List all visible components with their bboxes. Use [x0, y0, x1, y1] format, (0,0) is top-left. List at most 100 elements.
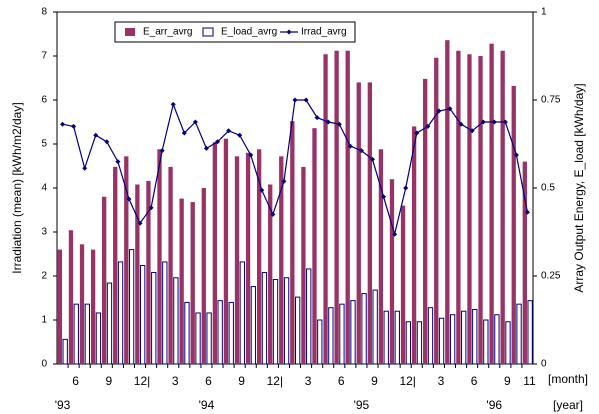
bar [416, 321, 423, 365]
marker [325, 119, 331, 125]
bar [140, 264, 146, 365]
bar [427, 307, 434, 365]
marker [148, 205, 154, 211]
marker [259, 187, 265, 193]
marker [82, 165, 88, 171]
bar [217, 300, 223, 365]
y2-tick-label: 0.25 [541, 271, 561, 282]
bar [345, 50, 350, 364]
bar [162, 261, 168, 365]
y2-tick-label: 0.5 [541, 183, 555, 194]
legend-label: Irrad_avrg [301, 27, 347, 38]
bar [494, 314, 500, 365]
bar [146, 180, 151, 364]
bar [489, 43, 494, 365]
x-tick-label: 3 [172, 374, 179, 388]
bar [356, 82, 361, 365]
y-tick-label: 8 [41, 7, 47, 18]
x-tick-label: 3 [438, 374, 445, 388]
bar [201, 188, 206, 364]
bar [73, 303, 79, 365]
marker [126, 196, 132, 202]
bar [113, 166, 118, 364]
year-label: '94 [199, 398, 215, 412]
x-tick-label: 6 [471, 374, 478, 388]
marker [336, 121, 342, 127]
bar [389, 179, 395, 364]
x-tick-label: 12| [399, 374, 415, 388]
marker [403, 185, 409, 191]
marker [170, 101, 176, 107]
bar [279, 156, 284, 364]
bar [456, 50, 461, 364]
marker [71, 123, 77, 129]
marker [314, 115, 320, 121]
legend-swatch [202, 27, 214, 37]
x-tick-label: 6 [72, 374, 79, 388]
marker [181, 130, 187, 136]
x-tick-label: 12| [267, 374, 283, 388]
y2-tick-label: 0.75 [541, 95, 561, 106]
marker [480, 119, 486, 125]
marker [303, 97, 309, 103]
bar [295, 296, 301, 365]
marker [203, 145, 209, 151]
year-label: '95 [354, 398, 370, 412]
bar [117, 261, 124, 365]
bar [256, 149, 262, 364]
y-tick-label: 2 [41, 271, 47, 282]
bar [283, 277, 290, 365]
bar [527, 300, 533, 365]
y-tick-label: 3 [41, 227, 47, 238]
marker [248, 152, 254, 158]
bar [223, 138, 229, 364]
y-tick-label: 7 [41, 51, 47, 62]
bar [317, 319, 323, 365]
marker [215, 139, 221, 145]
marker [281, 178, 287, 184]
bar [272, 279, 279, 365]
bar [500, 50, 505, 364]
bar [250, 286, 257, 365]
y-axis-label: Irradiation (mean) [kWh/m2/day] [10, 102, 24, 273]
bar [128, 249, 135, 365]
bar [478, 56, 483, 364]
bar [212, 142, 218, 364]
legend-swatch [125, 28, 135, 36]
legend-label: E_arr_avrg [143, 27, 192, 38]
marker [447, 106, 453, 112]
bar [168, 166, 173, 364]
bar [339, 303, 345, 365]
bar [135, 184, 140, 364]
marker [425, 123, 431, 129]
marker [513, 152, 519, 158]
bar [190, 202, 195, 364]
bar [323, 54, 328, 365]
y-tick-label: 0 [41, 359, 47, 370]
bar [62, 338, 68, 365]
x-tick-label: 9 [371, 374, 378, 388]
bar [328, 307, 334, 365]
bar [206, 312, 212, 365]
y2-tick-label: 1 [541, 7, 547, 18]
bar [268, 184, 273, 364]
bar [505, 321, 511, 365]
bar [372, 289, 378, 365]
bar [157, 149, 162, 364]
bar [124, 156, 129, 364]
marker [115, 159, 121, 165]
marker [369, 156, 375, 162]
marker [491, 119, 497, 125]
marker [93, 132, 99, 138]
legend-marker [286, 29, 292, 35]
x-tick-label: 9 [238, 374, 245, 388]
bar [411, 126, 417, 365]
bar [434, 57, 439, 364]
marker [192, 119, 198, 125]
bar [467, 54, 472, 365]
x-tick-label: 6 [205, 374, 212, 388]
bar [472, 308, 478, 365]
marker [524, 209, 530, 215]
bar [68, 230, 74, 364]
marker [392, 231, 398, 237]
